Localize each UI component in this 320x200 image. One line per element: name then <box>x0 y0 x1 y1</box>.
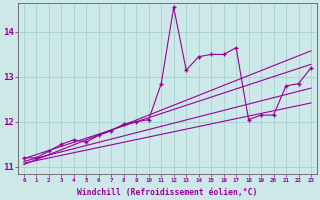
X-axis label: Windchill (Refroidissement éolien,°C): Windchill (Refroidissement éolien,°C) <box>77 188 258 197</box>
